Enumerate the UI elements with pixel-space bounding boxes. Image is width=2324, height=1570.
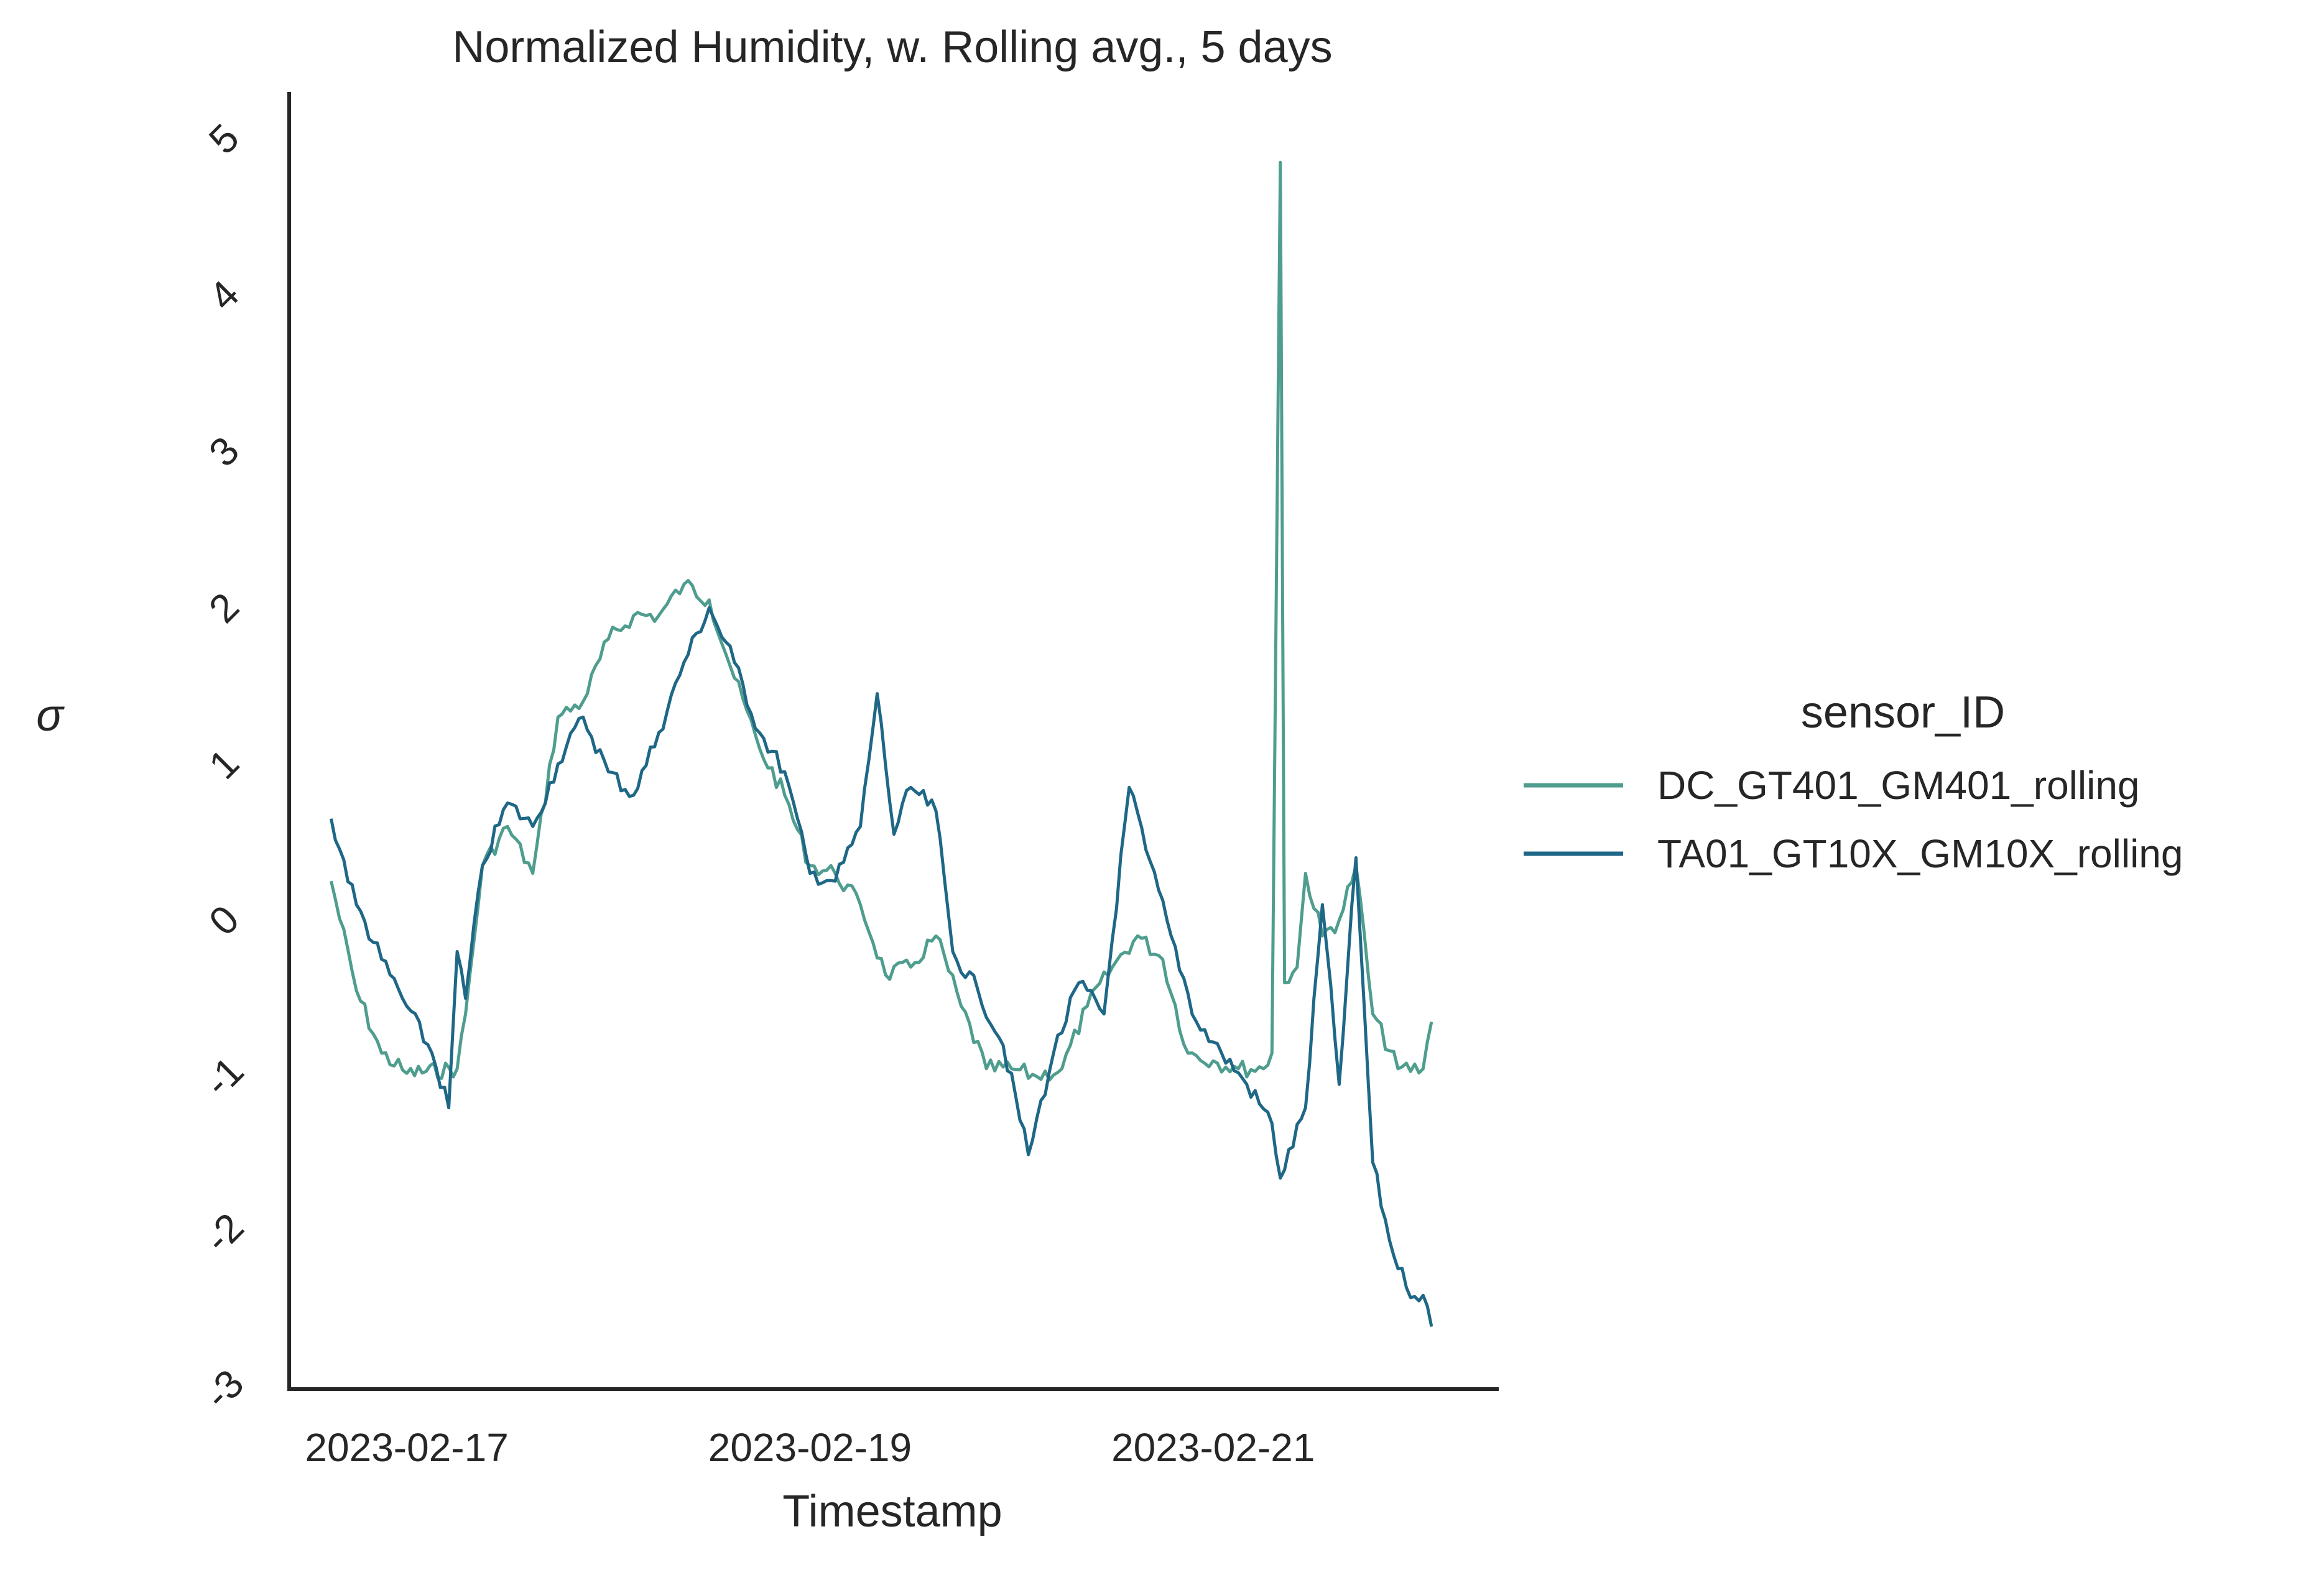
series-line-1 bbox=[330, 160, 1433, 1082]
legend-label-2: TA01_GT10X_GM10X_rolling bbox=[1657, 831, 2183, 876]
legend: sensor_ID DC_GT401_GM401_rolling TA01_GT1… bbox=[1524, 688, 2183, 876]
x-tick-label-2: 2023-02-19 bbox=[708, 1425, 912, 1470]
x-tick-label-1: 2023-02-17 bbox=[305, 1425, 508, 1470]
x-tick-label-3: 2023-02-21 bbox=[1111, 1425, 1315, 1470]
y-axis-label: σ bbox=[36, 691, 65, 741]
chart-title: Normalized Humidity, w. Rolling avg., 5 … bbox=[452, 22, 1332, 72]
plot-area bbox=[330, 160, 1433, 1328]
x-axis-ticks: 2023-02-17 2023-02-19 2023-02-21 bbox=[305, 1425, 1315, 1470]
series-line-2 bbox=[330, 606, 1433, 1328]
legend-title: sensor_ID bbox=[1801, 688, 2005, 737]
legend-label-1: DC_GT401_GM401_rolling bbox=[1657, 763, 2140, 808]
x-axis-label: Timestamp bbox=[782, 1487, 1002, 1536]
